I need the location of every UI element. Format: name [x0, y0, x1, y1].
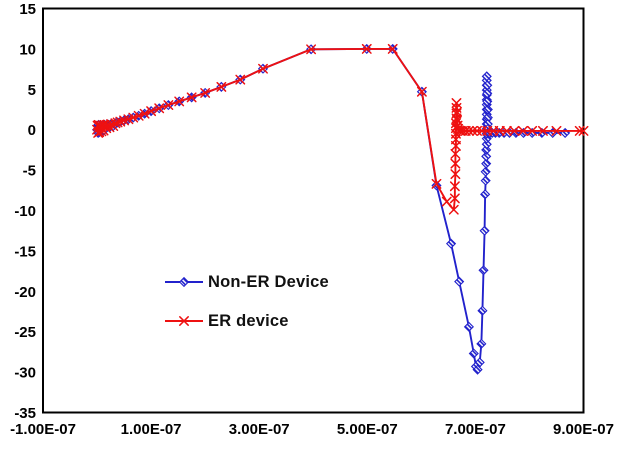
y-tick-label: 5: [28, 82, 36, 99]
series-markers-er-device: [92, 43, 589, 215]
x-tick-label: -1.00E-07: [10, 421, 76, 438]
y-tick-label: -20: [14, 284, 36, 301]
y-tick-label: -5: [23, 163, 36, 180]
x-axis-tick-labels: -1.00E-07 1.00E-07 3.00E-07 5.00E-07 7.00E-0…: [10, 421, 614, 438]
er-series-sample-line: [164, 314, 204, 328]
y-tick-label: -25: [14, 324, 36, 341]
y-tick-label: -35: [14, 405, 36, 422]
y-tick-label: -10: [14, 203, 36, 220]
y-tick-label: 15: [19, 1, 36, 18]
x-tick-label: 5.00E-07: [337, 421, 398, 438]
plot-area-border: [42, 7, 585, 414]
y-axis-tick-labels: 15 10 5 0 -5 -10 -15 -20 -25 -30 -35: [14, 1, 36, 422]
legend-item-er-device: ER device: [164, 309, 329, 333]
y-tick-label: -30: [14, 365, 36, 382]
legend-label-non-er-device: Non-ER Device: [208, 272, 329, 291]
legend-label-er-device: ER device: [208, 311, 289, 330]
x-tick-label: 1.00E-07: [121, 421, 182, 438]
legend-item-non-er-device: Non-ER Device: [164, 270, 329, 294]
y-tick-label: -15: [14, 243, 36, 260]
x-tick-label: 9.00E-07: [553, 421, 614, 438]
non-er-series-sample-line: [164, 275, 204, 289]
chart-legend: Non-ER Device ER device: [164, 270, 329, 348]
series-er-device: [92, 43, 589, 215]
y-tick-label: 0: [28, 122, 36, 139]
y-tick-label: 10: [19, 41, 36, 58]
x-tick-label: 7.00E-07: [445, 421, 506, 438]
x-tick-label: 3.00E-07: [229, 421, 290, 438]
